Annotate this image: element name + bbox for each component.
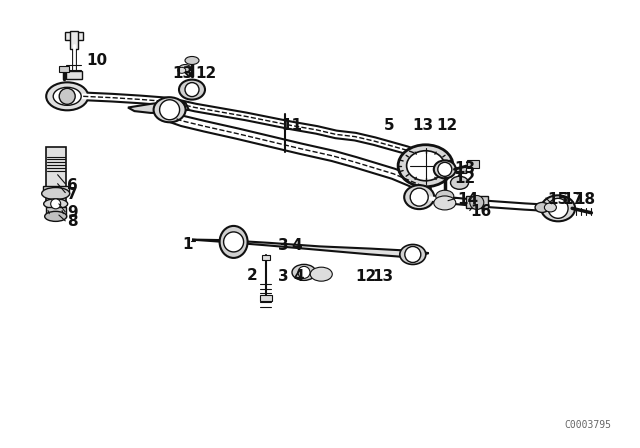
Circle shape bbox=[185, 82, 199, 97]
Circle shape bbox=[298, 267, 310, 278]
Ellipse shape bbox=[46, 82, 88, 110]
Ellipse shape bbox=[545, 203, 556, 212]
Bar bbox=[456, 167, 467, 173]
Ellipse shape bbox=[400, 245, 426, 264]
Text: 10: 10 bbox=[86, 53, 108, 68]
Ellipse shape bbox=[436, 190, 454, 202]
Text: 3: 3 bbox=[278, 269, 289, 284]
Ellipse shape bbox=[404, 185, 434, 209]
Text: 11: 11 bbox=[282, 118, 303, 133]
Ellipse shape bbox=[535, 202, 549, 212]
Ellipse shape bbox=[398, 145, 453, 187]
Bar bbox=[70, 31, 77, 49]
Polygon shape bbox=[192, 240, 429, 258]
Ellipse shape bbox=[178, 67, 186, 73]
Text: 13: 13 bbox=[173, 66, 194, 82]
Ellipse shape bbox=[154, 97, 186, 122]
Ellipse shape bbox=[434, 160, 456, 178]
Text: C0003795: C0003795 bbox=[564, 420, 611, 430]
Ellipse shape bbox=[541, 195, 575, 221]
Text: 6: 6 bbox=[67, 178, 78, 194]
Circle shape bbox=[438, 162, 452, 177]
Text: 13: 13 bbox=[413, 118, 434, 133]
Circle shape bbox=[223, 232, 244, 252]
Ellipse shape bbox=[220, 226, 248, 258]
Text: 2: 2 bbox=[246, 268, 257, 283]
Ellipse shape bbox=[42, 188, 70, 199]
Ellipse shape bbox=[310, 267, 332, 281]
Ellipse shape bbox=[44, 199, 68, 209]
Ellipse shape bbox=[179, 80, 205, 99]
Text: 5: 5 bbox=[384, 118, 395, 133]
Text: 13: 13 bbox=[454, 160, 476, 176]
Bar bbox=[466, 197, 488, 208]
Text: 3: 3 bbox=[278, 238, 289, 253]
Circle shape bbox=[405, 246, 421, 263]
Text: 7: 7 bbox=[67, 187, 78, 202]
Bar bbox=[260, 295, 271, 301]
Polygon shape bbox=[128, 102, 189, 113]
Ellipse shape bbox=[45, 211, 67, 221]
Text: 9: 9 bbox=[67, 205, 78, 220]
Circle shape bbox=[470, 195, 484, 210]
Ellipse shape bbox=[434, 196, 456, 210]
Circle shape bbox=[51, 199, 61, 209]
Circle shape bbox=[159, 100, 180, 120]
Bar bbox=[43, 186, 68, 194]
Ellipse shape bbox=[185, 56, 199, 65]
Bar bbox=[262, 255, 269, 260]
Bar bbox=[59, 65, 69, 72]
Ellipse shape bbox=[451, 176, 468, 190]
Ellipse shape bbox=[292, 264, 316, 280]
Text: 17: 17 bbox=[562, 192, 583, 207]
Circle shape bbox=[60, 88, 76, 104]
Bar bbox=[45, 147, 66, 202]
Text: 8: 8 bbox=[67, 214, 78, 229]
Bar bbox=[65, 32, 83, 40]
Bar bbox=[66, 71, 82, 79]
Circle shape bbox=[410, 188, 428, 206]
Text: 18: 18 bbox=[575, 192, 596, 207]
Ellipse shape bbox=[179, 65, 191, 73]
Ellipse shape bbox=[406, 151, 445, 181]
Ellipse shape bbox=[53, 87, 81, 105]
Text: 15: 15 bbox=[547, 192, 568, 207]
Text: 4: 4 bbox=[293, 269, 304, 284]
Circle shape bbox=[548, 198, 568, 218]
Text: 12: 12 bbox=[195, 66, 216, 82]
Text: 12: 12 bbox=[454, 171, 476, 186]
Text: 12: 12 bbox=[355, 269, 376, 284]
Text: 13: 13 bbox=[372, 269, 394, 284]
Text: 14: 14 bbox=[458, 192, 479, 207]
Text: 16: 16 bbox=[470, 204, 492, 219]
Text: 12: 12 bbox=[436, 118, 458, 133]
Bar bbox=[45, 207, 66, 217]
Text: 4: 4 bbox=[291, 238, 302, 253]
Bar bbox=[467, 160, 479, 168]
Text: 1: 1 bbox=[182, 237, 193, 252]
